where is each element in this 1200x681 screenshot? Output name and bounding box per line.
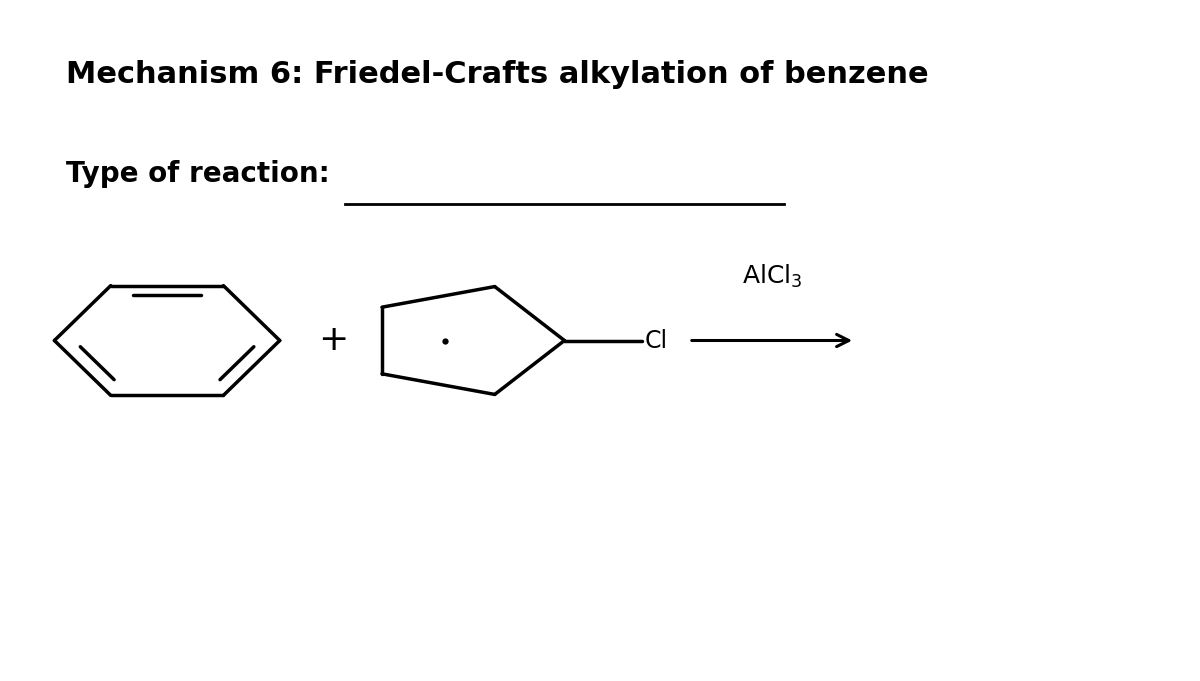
Text: Cl: Cl (646, 328, 668, 353)
Text: Mechanism 6: Friedel-Crafts alkylation of benzene: Mechanism 6: Friedel-Crafts alkylation o… (66, 61, 929, 89)
Text: +: + (318, 323, 348, 358)
Text: AlCl$_3$: AlCl$_3$ (742, 264, 803, 291)
Text: Type of reaction:: Type of reaction: (66, 161, 330, 189)
